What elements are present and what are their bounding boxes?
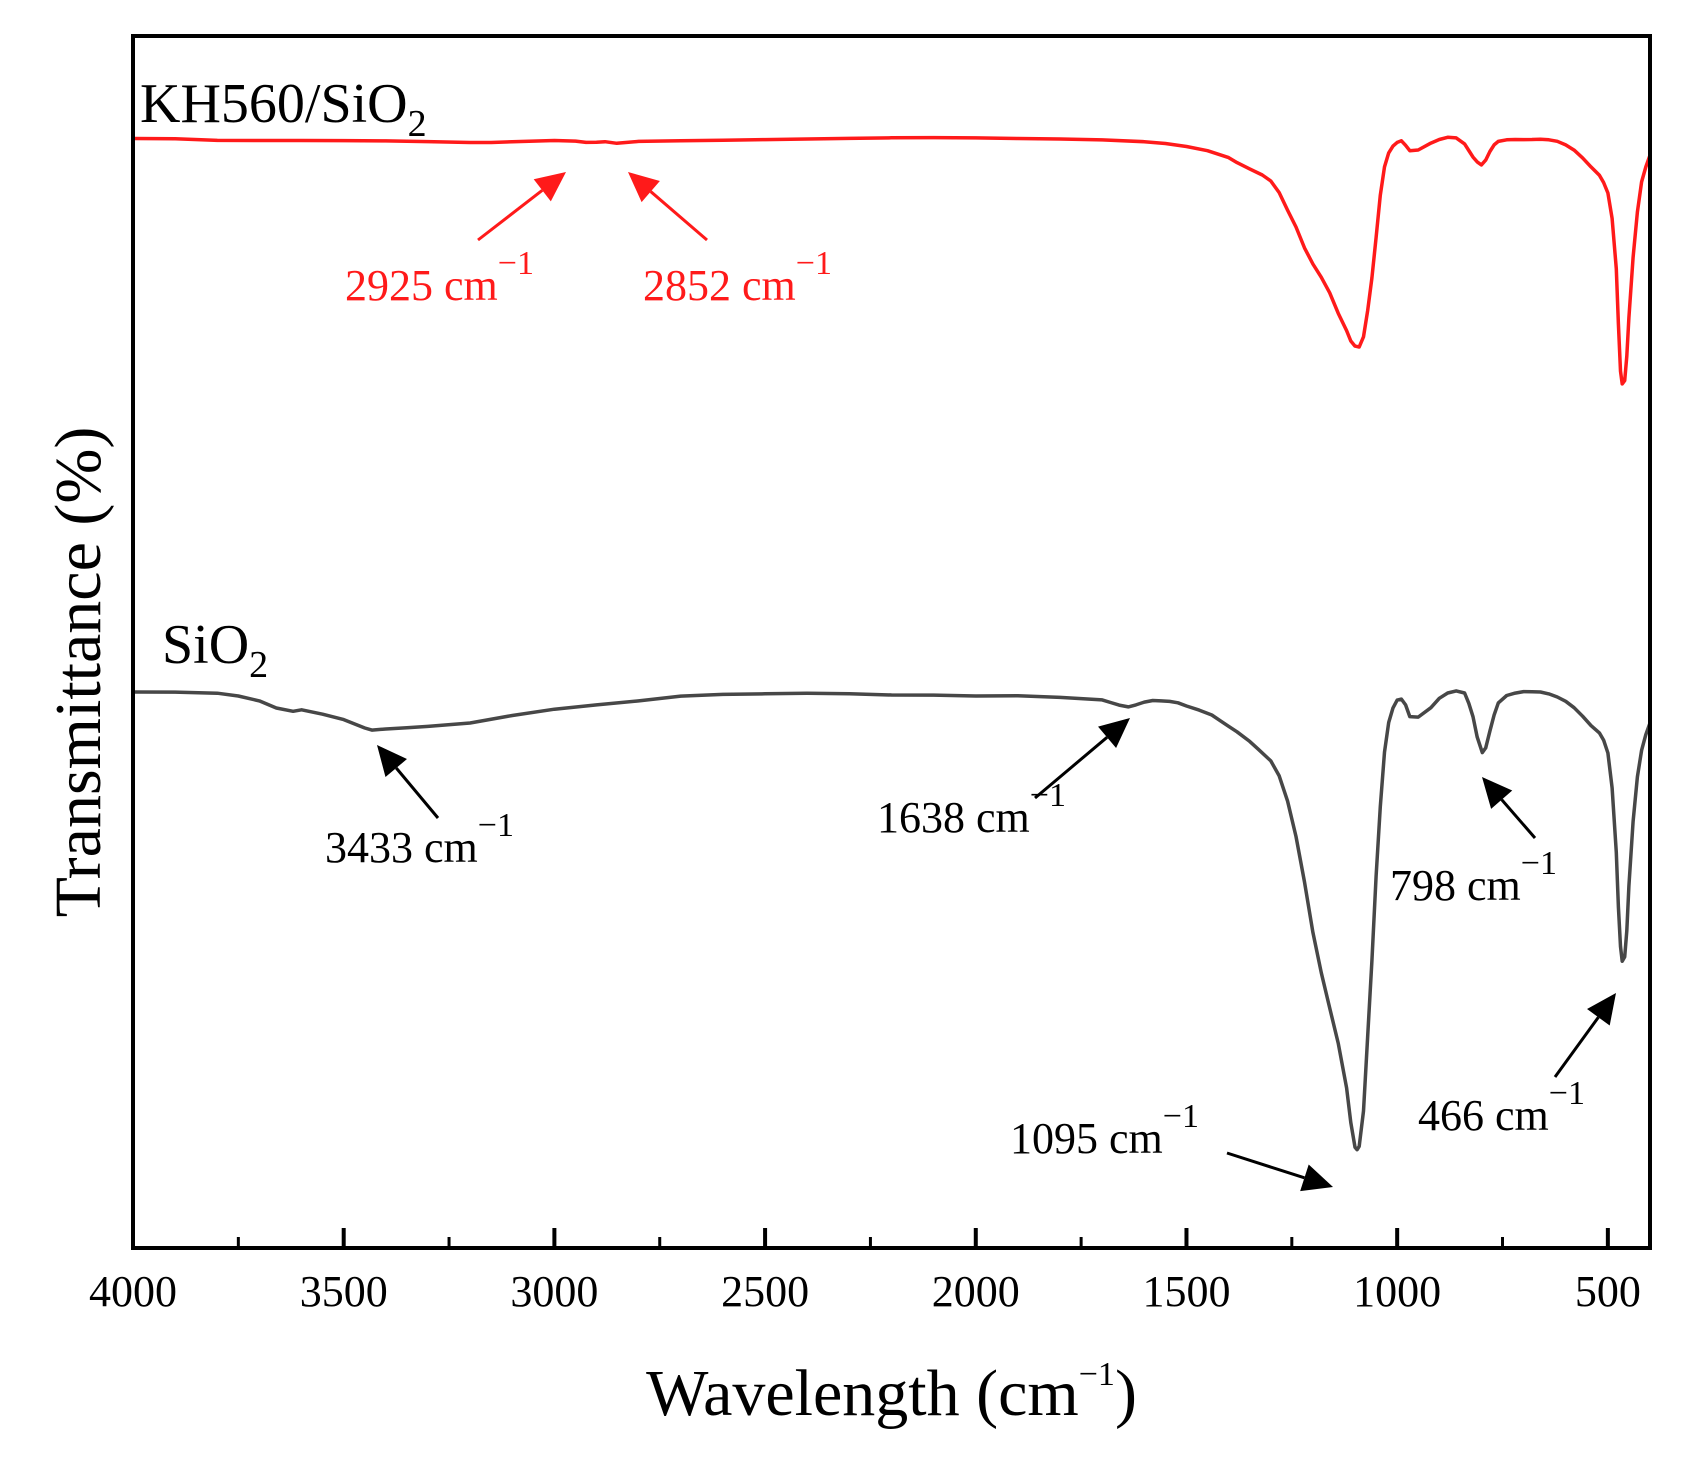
annotation-arrow-shaft xyxy=(1034,736,1109,800)
x-tick-label: 1500 xyxy=(1142,1267,1230,1316)
x-tick-label: 4000 xyxy=(89,1267,177,1316)
series-line-1 xyxy=(132,689,1652,1152)
x-tick-label: 2000 xyxy=(932,1267,1020,1316)
annotation-arrow-shaft xyxy=(1500,798,1537,839)
labels-layer: KH560/SiO2 SiO2 xyxy=(140,73,427,686)
x-ticks: 4000 3500 3000 2500 2000 1500 1000 500 xyxy=(89,1228,1641,1316)
annotation-arrow-shaft xyxy=(1553,1016,1600,1078)
annotation-label: 798 cm−1 xyxy=(1390,845,1557,910)
annotation-arrow-shaft xyxy=(395,767,440,819)
plot-frame xyxy=(131,34,1652,1250)
annotations-layer: 2925 cm−1 2852 cm−1 3433 cm−1 1638 cm−1 798 … xyxy=(325,172,1616,1192)
annotation-label: 1638 cm−1 xyxy=(877,777,1066,842)
annotation-arrow-head xyxy=(1587,993,1616,1026)
annotation-arrow-head xyxy=(1300,1164,1333,1192)
x-tick-label: 1000 xyxy=(1353,1267,1441,1316)
x-tick-label: 2500 xyxy=(721,1267,809,1316)
annotation-arrow-shaft xyxy=(477,189,544,242)
annotation-arrow-shaft xyxy=(1226,1151,1305,1180)
y-axis-title: Transmittance (%) xyxy=(42,427,115,918)
annotation-arrow-head xyxy=(1482,777,1513,809)
annotation-label: 2852 cm−1 xyxy=(643,245,832,310)
x-axis-title: Wavelength (cm−1) xyxy=(646,1356,1137,1430)
annotation-arrow-head xyxy=(533,172,566,202)
annotation-arrow-shaft xyxy=(649,190,708,242)
annotation-label: 1095 cm−1 xyxy=(1010,1098,1199,1163)
series-label-0: KH560/SiO2 xyxy=(140,73,427,145)
series-label-1: SiO2 xyxy=(162,614,268,686)
annotation-label: 2925 cm−1 xyxy=(345,245,534,310)
annotation-arrow-head xyxy=(628,172,660,203)
series-line-0 xyxy=(132,135,1652,386)
annotation-arrow-head xyxy=(1098,718,1130,749)
annotation-arrow-head xyxy=(377,745,407,777)
annotation-label: 3433 cm−1 xyxy=(325,807,514,872)
series-layer xyxy=(132,135,1652,1152)
x-tick-label: 500 xyxy=(1575,1267,1641,1316)
x-tick-label: 3000 xyxy=(510,1267,598,1316)
annotation-label: 466 cm−1 xyxy=(1418,1075,1585,1140)
x-tick-label: 3500 xyxy=(300,1267,388,1316)
